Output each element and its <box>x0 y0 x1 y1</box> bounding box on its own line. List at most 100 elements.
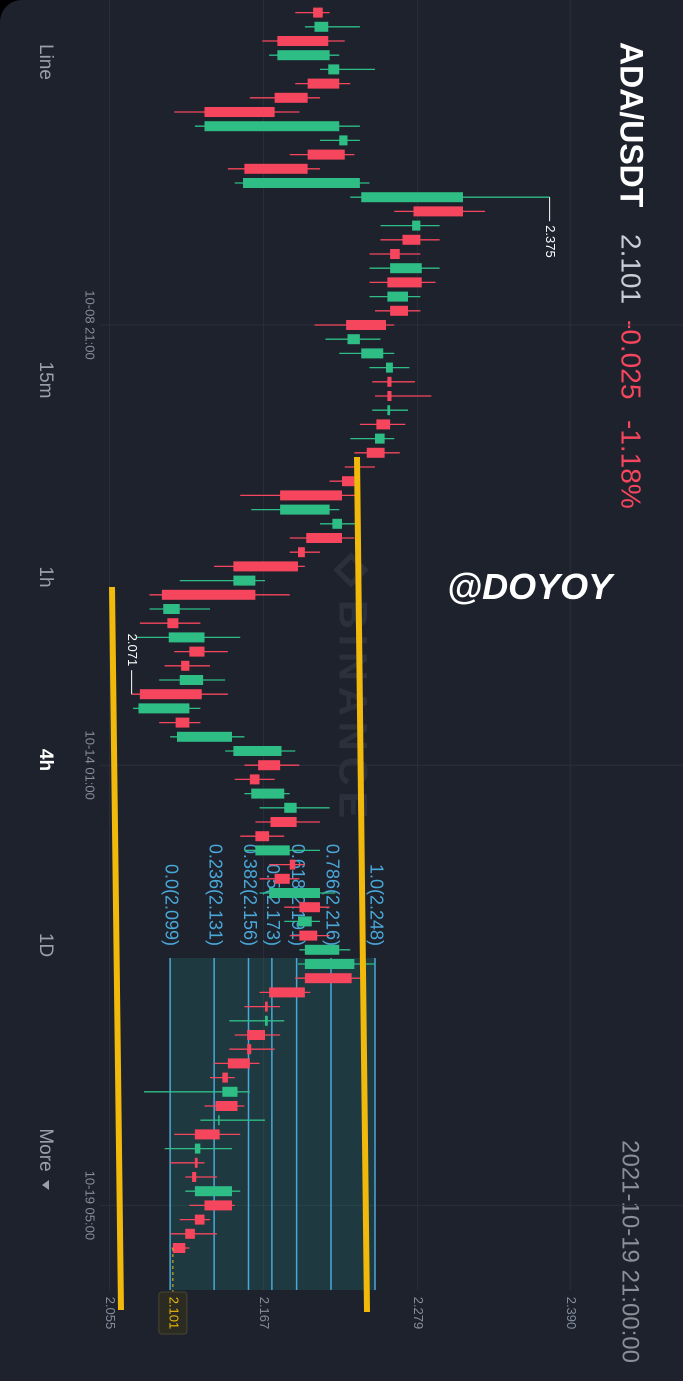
y-tick-label: 2.279 <box>411 1297 426 1330</box>
candle-body <box>277 36 329 46</box>
candle-body <box>181 660 190 671</box>
candle-body <box>222 1072 228 1083</box>
candle-body <box>247 1030 265 1040</box>
candle-body <box>280 490 342 501</box>
candle-body <box>361 192 463 203</box>
candle-body <box>346 320 386 330</box>
candle-body <box>376 419 391 430</box>
fib-label: 0.5(2.173) <box>263 864 283 946</box>
symbol: ADA/USDT <box>614 42 650 208</box>
fib-label: 0.786(2.216) <box>322 844 342 946</box>
candle-body <box>185 1228 195 1239</box>
candle-body <box>306 533 342 543</box>
candle-body <box>299 902 320 913</box>
timeframe-button[interactable]: 4h <box>35 749 56 771</box>
candle-body <box>274 92 308 103</box>
datetime: 2021-10-19 21:00:00 <box>617 1140 644 1363</box>
candle-body <box>265 1001 268 1012</box>
price-change: -0.025 <box>616 320 647 399</box>
candle-body <box>277 50 330 61</box>
candle-body <box>177 731 232 742</box>
candle-body <box>361 348 384 359</box>
high-label: 2.375 <box>543 225 558 258</box>
candle-body <box>387 376 392 387</box>
candle-body <box>251 788 285 799</box>
candle-body <box>204 107 275 117</box>
y-tick-label: 2.167 <box>257 1297 272 1330</box>
fib-label: 0.236(2.131) <box>205 844 225 946</box>
candle-body <box>194 1214 205 1225</box>
candle-body <box>167 618 179 629</box>
drawn-line <box>109 586 124 1311</box>
candle-body <box>218 1115 220 1126</box>
candle-body <box>194 1129 220 1140</box>
candle-body <box>249 774 260 785</box>
candle-body <box>243 178 360 188</box>
candle-body <box>387 405 391 416</box>
candle-body <box>274 873 290 884</box>
candle-body <box>366 447 385 458</box>
timeframe-button[interactable]: 1h <box>35 566 56 587</box>
candle-body <box>314 21 329 32</box>
candle-body <box>168 632 205 643</box>
last-price-label: 2.101 <box>166 1297 181 1330</box>
candle-body <box>172 1243 186 1253</box>
candle-body <box>387 277 422 288</box>
candle-body <box>387 291 408 302</box>
candle-body <box>390 305 408 316</box>
candle-body <box>307 78 340 89</box>
candle-body <box>304 959 355 969</box>
y-tick-label: 2.390 <box>564 1297 579 1330</box>
candle-body <box>204 1200 232 1211</box>
timeframe-button[interactable]: 1D <box>35 933 56 957</box>
fib-label: 1.0(2.248) <box>366 864 386 946</box>
candle-body <box>194 1186 232 1197</box>
timeframe-button[interactable]: Line <box>35 44 56 80</box>
candle-body <box>175 717 190 728</box>
fib-label: 0.382(2.156) <box>240 844 260 946</box>
candle-body <box>390 249 400 259</box>
last-price: 2.101 <box>616 234 647 304</box>
candle-body <box>255 845 290 856</box>
candle-body <box>227 1058 250 1069</box>
candle-body <box>412 220 421 231</box>
candle-body <box>270 817 297 827</box>
candle-body <box>163 604 180 614</box>
price-change-pct: -1.18% <box>616 420 647 509</box>
overlay-tag: @DOYOY <box>447 566 613 607</box>
candle-body <box>299 930 318 941</box>
timeframe-button[interactable]: More <box>35 1128 56 1171</box>
drawn-line <box>354 456 370 1313</box>
watermark: BINANCE <box>330 600 374 824</box>
candle-body <box>313 7 323 18</box>
candle-body <box>387 391 392 401</box>
candle-body <box>258 760 281 771</box>
candle-body <box>298 547 305 558</box>
candle-body <box>222 1086 238 1097</box>
candle-body <box>289 859 296 870</box>
last-price-tag <box>158 1291 188 1335</box>
candle-body <box>304 973 352 984</box>
candle-body <box>215 1101 238 1111</box>
candle-body <box>402 234 421 245</box>
candle-body <box>255 831 270 842</box>
x-tick-label: 10-08 21:00 <box>83 290 98 359</box>
candle-body <box>194 1157 198 1168</box>
candle-body <box>194 1143 201 1154</box>
candle-body <box>280 504 330 515</box>
x-tick-label: 10-14 01:00 <box>83 730 98 799</box>
candle-body <box>347 334 360 345</box>
candle-body <box>375 433 385 444</box>
candle-body <box>342 476 355 487</box>
timeframe-button[interactable]: 15m <box>35 362 56 399</box>
candle-body <box>304 944 340 955</box>
candle-body <box>189 646 205 657</box>
y-tick-label: 2.055 <box>103 1297 118 1330</box>
candle-body <box>139 689 202 700</box>
candle-body <box>138 703 190 714</box>
candle-body <box>269 987 305 998</box>
low-label: 2.071 <box>125 634 140 667</box>
candle-body <box>413 206 463 217</box>
